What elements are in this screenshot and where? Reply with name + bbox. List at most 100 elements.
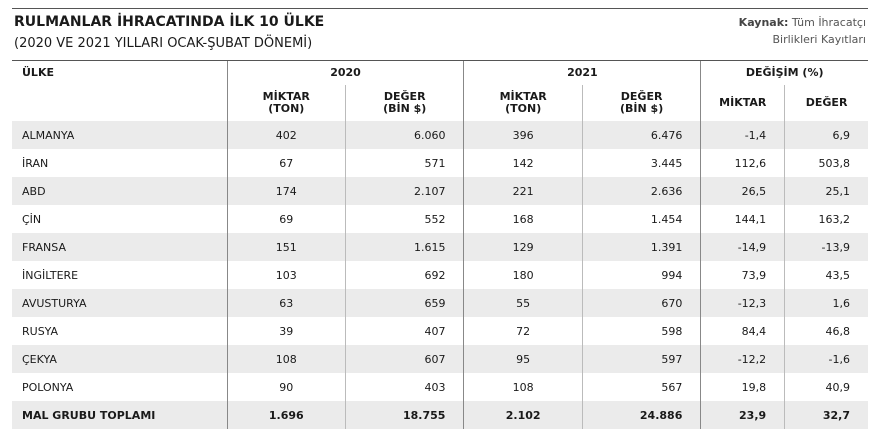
cell: 151 <box>226 233 346 261</box>
cell: 567 <box>581 373 701 401</box>
cell: 1,6 <box>784 289 868 317</box>
subheader: MİKTAR (TON) <box>226 85 346 121</box>
cell: 6.476 <box>581 121 701 149</box>
cell: 90 <box>226 373 346 401</box>
rule <box>12 8 868 9</box>
country: ÇİN <box>22 212 42 226</box>
table-row: İNGİLTERE 103 692 180 994 73,9 43,5 <box>12 261 868 289</box>
cell: 73,9 <box>700 261 785 289</box>
cell: 6.060 <box>344 121 464 149</box>
subheader: DEĞER (BİN $) <box>581 85 701 121</box>
table-body: ALMANYA 402 6.060 396 6.476 -1,4 6,9 İRAN 67 571 1… <box>12 121 868 429</box>
cell: 598 <box>581 317 701 345</box>
total-cell: 32,7 <box>784 401 868 429</box>
source-text: Tüm İhracatçı Birlikleri Kayıtları <box>772 16 866 46</box>
group-header: 2020 <box>226 60 464 85</box>
country: İNGİLTERE <box>22 268 79 282</box>
cell: 670 <box>581 289 701 317</box>
cell: 503,8 <box>784 149 868 177</box>
cell: 19,8 <box>700 373 785 401</box>
table-row: ÇEKYA 108 607 95 597 -12,2 -1,6 <box>12 345 868 373</box>
cell: 26,5 <box>700 177 785 205</box>
cell: 95 <box>463 345 583 373</box>
table-row: ALMANYA 402 6.060 396 6.476 -1,4 6,9 <box>12 121 868 149</box>
table-row: ÇİN 69 552 168 1.454 144,1 163,2 <box>12 205 868 233</box>
country: AVUSTURYA <box>12 289 228 317</box>
source: Kaynak: Tüm İhracatçı Birlikleri Kayıtla… <box>739 14 866 48</box>
cell: 2.107 <box>344 177 464 205</box>
data-table: ÜLKE 2020 2021 DEĞİŞİM (%) MİKTAR (TON) D… <box>12 60 868 429</box>
cell: 25,1 <box>784 177 868 205</box>
cell: 108 <box>463 373 583 401</box>
cell: 69 <box>226 205 346 233</box>
group-row: ÜLKE 2020 2021 DEĞİŞİM (%) <box>12 60 868 121</box>
subheader-row: MİKTAR (TON) DEĞER (BİN $) MİKTAR (TON) DEĞ… <box>12 85 868 121</box>
cell: 84,4 <box>700 317 785 345</box>
cell: 994 <box>581 261 701 289</box>
group-header: DEĞİŞİM (%) <box>700 60 868 85</box>
country: FRANSA <box>12 233 228 261</box>
table-row: FRANSA 151 1.615 129 1.391 -14,9 -13,9 <box>12 233 868 261</box>
cell: 402 <box>226 121 346 149</box>
country: ÇEKYA <box>12 345 228 373</box>
total-cell: 2.102 <box>463 401 583 429</box>
group-header: 2021 <box>463 60 701 85</box>
cell: 112,6 <box>700 149 785 177</box>
cell: 180 <box>463 261 583 289</box>
total-cell: 18.755 <box>344 401 464 429</box>
cell: 6,9 <box>784 121 868 149</box>
cell: 108 <box>226 345 346 373</box>
table-row: RUSYA 39 407 72 598 84,4 46,8 <box>12 317 868 345</box>
cell: 1.391 <box>581 233 701 261</box>
subheader: DEĞER <box>784 85 868 121</box>
cell: 67 <box>226 149 346 177</box>
cell: 2.636 <box>581 177 701 205</box>
cell: 63 <box>226 289 346 317</box>
cell: -1,6 <box>784 345 868 373</box>
cell: 407 <box>344 317 464 345</box>
table-head: ÜLKE 2020 2021 DEĞİŞİM (%) MİKTAR (TON) D… <box>12 60 868 121</box>
cell: 103 <box>226 261 346 289</box>
cell: -12,3 <box>700 289 785 317</box>
cell: 1.454 <box>581 205 701 233</box>
subheader: DEĞER (BİN $) <box>344 85 464 121</box>
cell: 403 <box>344 373 464 401</box>
cell: 46,8 <box>784 317 868 345</box>
cell: 571 <box>344 149 464 177</box>
table-row: POLONYA 90 403 108 567 19,8 40,9 <box>12 373 868 401</box>
table-row: ABD 174 2.107 221 2.636 26,5 25,1 <box>12 177 868 205</box>
cell: 129 <box>463 233 583 261</box>
subheader: MİKTAR <box>700 85 785 121</box>
cell: 552 <box>344 205 464 233</box>
cell: 659 <box>344 289 464 317</box>
cell: 43,5 <box>784 261 868 289</box>
cell: 39 <box>226 317 346 345</box>
country-header: ÜLKE <box>12 60 228 121</box>
country: ABD <box>12 177 228 205</box>
cell: -12,2 <box>700 345 785 373</box>
cell: 174 <box>226 177 346 205</box>
total-row: MAL GRUBU TOPLAMI 1.696 18.755 2.102 24.886 2… <box>12 401 868 429</box>
table-row: AVUSTURYA 63 659 55 670 -12,3 1,6 <box>12 289 868 317</box>
cell: 1.615 <box>344 233 464 261</box>
table-row: İRAN 67 571 142 3.445 112,6 503,8 <box>12 149 868 177</box>
total-cell: 24.886 <box>581 401 701 429</box>
cell: 396 <box>463 121 583 149</box>
cell: 142 <box>463 149 583 177</box>
country: İRAN <box>22 156 49 170</box>
cell: 597 <box>581 345 701 373</box>
country: RUSYA <box>22 324 59 338</box>
cell: -13,9 <box>784 233 868 261</box>
total-cell: 1.696 <box>226 401 346 429</box>
total-cell: 23,9 <box>700 401 785 429</box>
country: ALMANYA <box>12 121 228 149</box>
cell: 221 <box>463 177 583 205</box>
cell: 163,2 <box>784 205 868 233</box>
cell: 40,9 <box>784 373 868 401</box>
subheader: MİKTAR (TON) <box>463 85 583 121</box>
subtitle: (2020 VE 2021 YILLARI OCAK-ŞUBAT DÖNEMİ) <box>14 36 313 51</box>
cell: 72 <box>463 317 583 345</box>
source-label: Kaynak: <box>738 16 789 29</box>
title: RULMANLAR İHRACATINDA İLK 10 ÜLKE <box>14 14 325 30</box>
cell: -1,4 <box>700 121 785 149</box>
